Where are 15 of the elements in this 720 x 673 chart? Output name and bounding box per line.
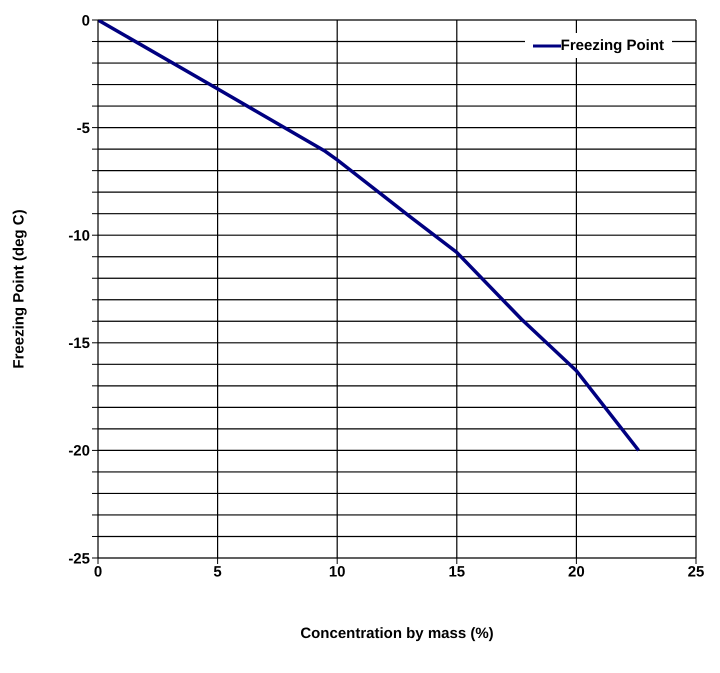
y-axis-title: Freezing Point (deg C) [10,209,28,369]
y-tick-label: -10 [68,228,90,245]
y-tick-label: -5 [76,120,90,137]
y-tick-label: -25 [68,550,90,568]
x-tick-label: 10 [328,564,346,581]
x-tick-label: 25 [688,564,704,581]
x-tick-label: 5 [213,564,222,581]
x-axis-title: Concentration by mass (%) [300,625,494,642]
x-tick-label: 20 [568,564,585,581]
legend-label: Freezing Point [560,37,664,54]
y-tick-label: -20 [68,442,90,460]
x-tick-label: 15 [448,564,466,581]
x-tick-label: 0 [94,564,102,581]
y-tick-label: -15 [68,335,90,352]
y-tick-label: 0 [82,12,90,30]
